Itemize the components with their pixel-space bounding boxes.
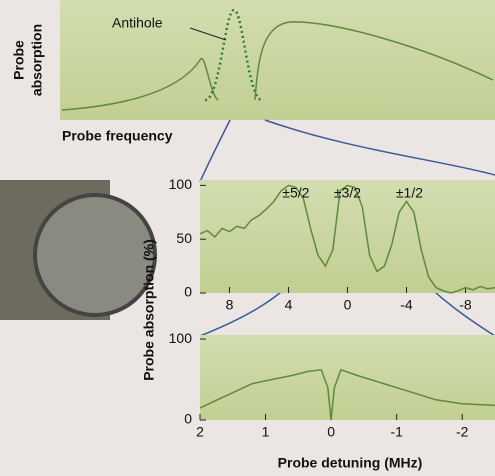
figure: Antihole Probe absorption Probe frequenc… <box>0 0 495 476</box>
y-tick-label: 0 <box>184 411 192 427</box>
x-label: Probe frequency <box>62 128 173 144</box>
y-tick-label: 0 <box>184 284 192 300</box>
y-label: Probe absorption (%) <box>141 239 157 381</box>
x-tick-label: 0 <box>344 297 352 313</box>
x-tick-label: 2 <box>196 424 204 440</box>
coin <box>35 195 155 315</box>
x-tick-label: -1 <box>390 424 403 440</box>
y-tick-label: 50 <box>176 230 192 246</box>
x-label: Probe detuning (MHz) <box>278 455 423 471</box>
x-tick-label: 1 <box>262 424 270 440</box>
peak-label: ±3/2 <box>334 185 361 201</box>
y-tick-label: 100 <box>169 330 193 346</box>
annotation: Antihole <box>112 15 163 31</box>
plot-area <box>200 335 495 420</box>
peak-label: ±5/2 <box>282 185 309 201</box>
y-label-line: Probe <box>11 40 27 80</box>
y-label-line: absorption <box>29 24 45 96</box>
x-tick-label: 4 <box>285 297 293 313</box>
peak-label: ±1/2 <box>396 185 423 201</box>
x-tick-label: -2 <box>456 424 469 440</box>
x-tick-label: 0 <box>327 424 335 440</box>
x-tick-label: 8 <box>226 297 234 313</box>
zoom-line <box>200 120 495 182</box>
y-tick-label: 100 <box>169 176 193 192</box>
x-tick-label: -4 <box>400 297 413 313</box>
x-tick-label: -8 <box>459 297 472 313</box>
